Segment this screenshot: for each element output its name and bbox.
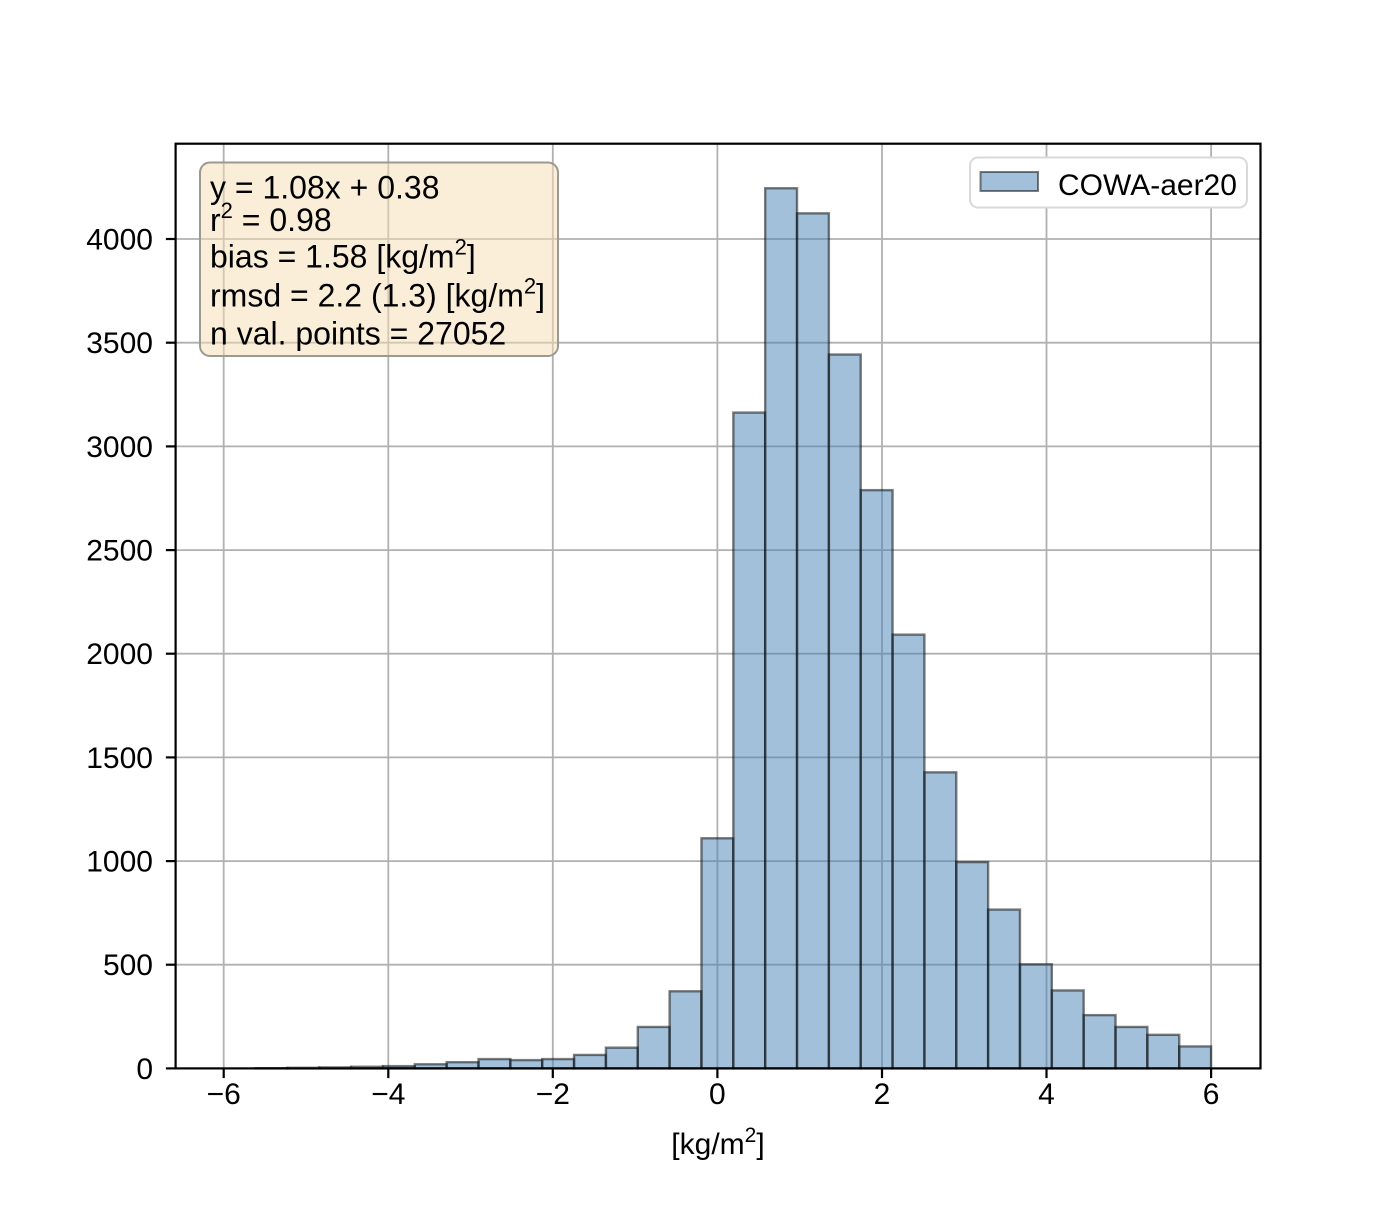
svg-text:bias = 1.58 [kg/m2]: bias = 1.58 [kg/m2] [210,235,476,275]
svg-text:3000: 3000 [86,431,153,464]
svg-text:1000: 1000 [86,846,153,879]
svg-text:2000: 2000 [86,638,153,671]
svg-text:−4: −4 [371,1078,405,1111]
svg-text:2500: 2500 [86,535,153,568]
svg-text:2: 2 [874,1078,891,1111]
svg-text:4: 4 [1038,1078,1055,1111]
svg-text:y = 1.08x + 0.38: y = 1.08x + 0.38 [210,170,440,206]
svg-text:rmsd = 2.2 (1.3) [kg/m2]: rmsd = 2.2 (1.3) [kg/m2] [210,274,545,314]
svg-text:n val. points = 27052: n val. points = 27052 [210,316,506,352]
svg-text:3500: 3500 [86,327,153,360]
svg-text:0: 0 [136,1053,153,1086]
svg-text:1500: 1500 [86,742,153,775]
svg-text:4000: 4000 [86,224,153,257]
svg-text:6: 6 [1203,1078,1220,1111]
svg-text:COWA-aer20: COWA-aer20 [1058,169,1237,202]
svg-text:−6: −6 [207,1078,241,1111]
svg-text:−2: −2 [536,1078,570,1111]
svg-text:0: 0 [709,1078,726,1111]
svg-text:500: 500 [103,949,153,982]
